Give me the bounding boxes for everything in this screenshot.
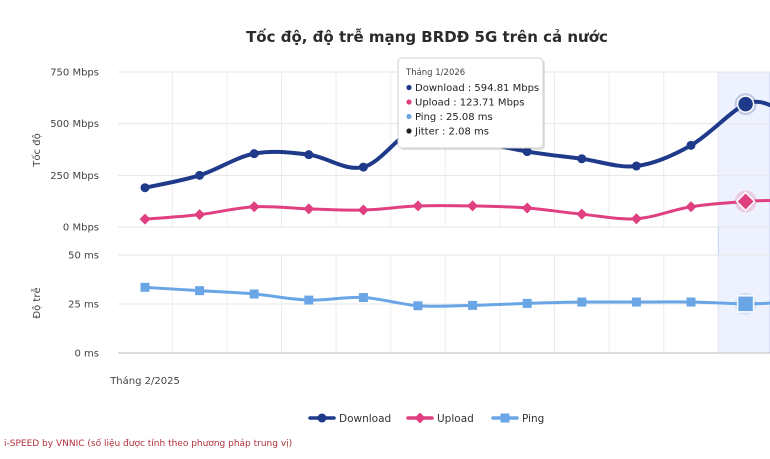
speed-axis-title: Tốc độ bbox=[31, 133, 43, 167]
ping-point bbox=[736, 295, 755, 313]
speed-tick-label: 500 Mbps bbox=[50, 119, 99, 130]
tooltip-bullet bbox=[406, 128, 412, 134]
latency-tick-label: 25 ms bbox=[68, 300, 99, 311]
ping-point bbox=[522, 298, 532, 308]
tooltip-bullet bbox=[406, 84, 412, 91]
tooltip-bullet bbox=[406, 99, 412, 105]
tooltip-line: Jitter : 2.08 ms bbox=[414, 127, 489, 138]
download-point bbox=[631, 161, 641, 171]
download-point bbox=[195, 170, 205, 180]
upload-point bbox=[412, 200, 424, 212]
legend-swatch-marker bbox=[500, 413, 510, 423]
tooltip-line: Download : 594.81 Mbps bbox=[415, 83, 539, 94]
download-point bbox=[249, 149, 259, 159]
tooltip-bullet bbox=[406, 113, 412, 120]
ping-point bbox=[249, 289, 259, 299]
download-point bbox=[736, 95, 755, 113]
download-point bbox=[522, 147, 532, 157]
tooltip-line: Ping : 25.08 ms bbox=[415, 112, 493, 123]
upload-point bbox=[467, 200, 479, 212]
upload-point bbox=[576, 208, 588, 220]
legend-label: Ping bbox=[522, 413, 544, 425]
ping-line bbox=[143, 285, 770, 308]
legend-swatch-marker bbox=[317, 413, 327, 423]
speed-tick-label: 750 Mbps bbox=[50, 68, 99, 79]
ping-point bbox=[358, 293, 368, 303]
footnote: i-SPEED by VNNIC (số liệu được tính theo… bbox=[4, 438, 292, 449]
upload-point bbox=[248, 201, 260, 213]
latency-tick-label: 0 ms bbox=[75, 349, 100, 360]
legend-label: Upload bbox=[437, 413, 474, 425]
ping-point bbox=[195, 286, 205, 296]
upload-line bbox=[143, 199, 770, 221]
ping-point bbox=[631, 297, 641, 307]
latency-tick-label: 50 ms bbox=[68, 251, 99, 262]
ping-point bbox=[468, 300, 478, 310]
upload-point bbox=[630, 213, 642, 225]
tooltip-title: Tháng 1/2026 bbox=[405, 68, 465, 78]
upload-point bbox=[357, 204, 369, 216]
tooltip-box bbox=[397, 57, 544, 149]
ping-point bbox=[577, 297, 587, 307]
upload-point bbox=[303, 203, 315, 215]
speed-tick-label: 250 Mbps bbox=[50, 171, 99, 182]
ping-point bbox=[304, 295, 314, 305]
axis-label-group: 0 Mbps 250 Mbps 500 Mbps 750 Mbps 0 ms 25 ms 5… bbox=[30, 68, 180, 388]
series-ping bbox=[140, 282, 770, 315]
legend-item-upload: Upload bbox=[406, 412, 474, 425]
legend-item-download: Download bbox=[308, 413, 391, 425]
chart-title: Tốc độ, độ trễ mạng BRDĐ 5G trên cả nước bbox=[246, 27, 608, 46]
download-point bbox=[358, 162, 368, 172]
ping-point bbox=[686, 297, 696, 307]
x-tick-label: Tháng 2/2025 bbox=[109, 375, 180, 387]
download-point bbox=[577, 154, 587, 164]
tooltip: Tháng 1/2026 Download : 594.81 Mbps Upload… bbox=[397, 57, 545, 150]
speed-tick-label: 0 Mbps bbox=[63, 223, 99, 234]
legend: Download Upload Ping bbox=[308, 412, 544, 425]
download-point bbox=[686, 140, 696, 150]
upload-point bbox=[139, 213, 151, 225]
legend-item-ping: Ping bbox=[491, 413, 544, 425]
upload-point bbox=[735, 191, 756, 212]
upload-point bbox=[685, 201, 697, 213]
tooltip-line: Upload : 123.71 Mbps bbox=[415, 98, 524, 109]
download-point bbox=[140, 183, 150, 193]
legend-swatch-marker bbox=[414, 412, 426, 424]
latency-axis-title: Độ trễ bbox=[30, 287, 43, 318]
ping-point bbox=[140, 282, 150, 292]
upload-point bbox=[194, 209, 206, 221]
upload-point bbox=[521, 202, 533, 214]
ping-point bbox=[413, 301, 423, 311]
download-point bbox=[304, 150, 314, 160]
series-upload bbox=[139, 190, 770, 225]
legend-label: Download bbox=[339, 413, 391, 425]
